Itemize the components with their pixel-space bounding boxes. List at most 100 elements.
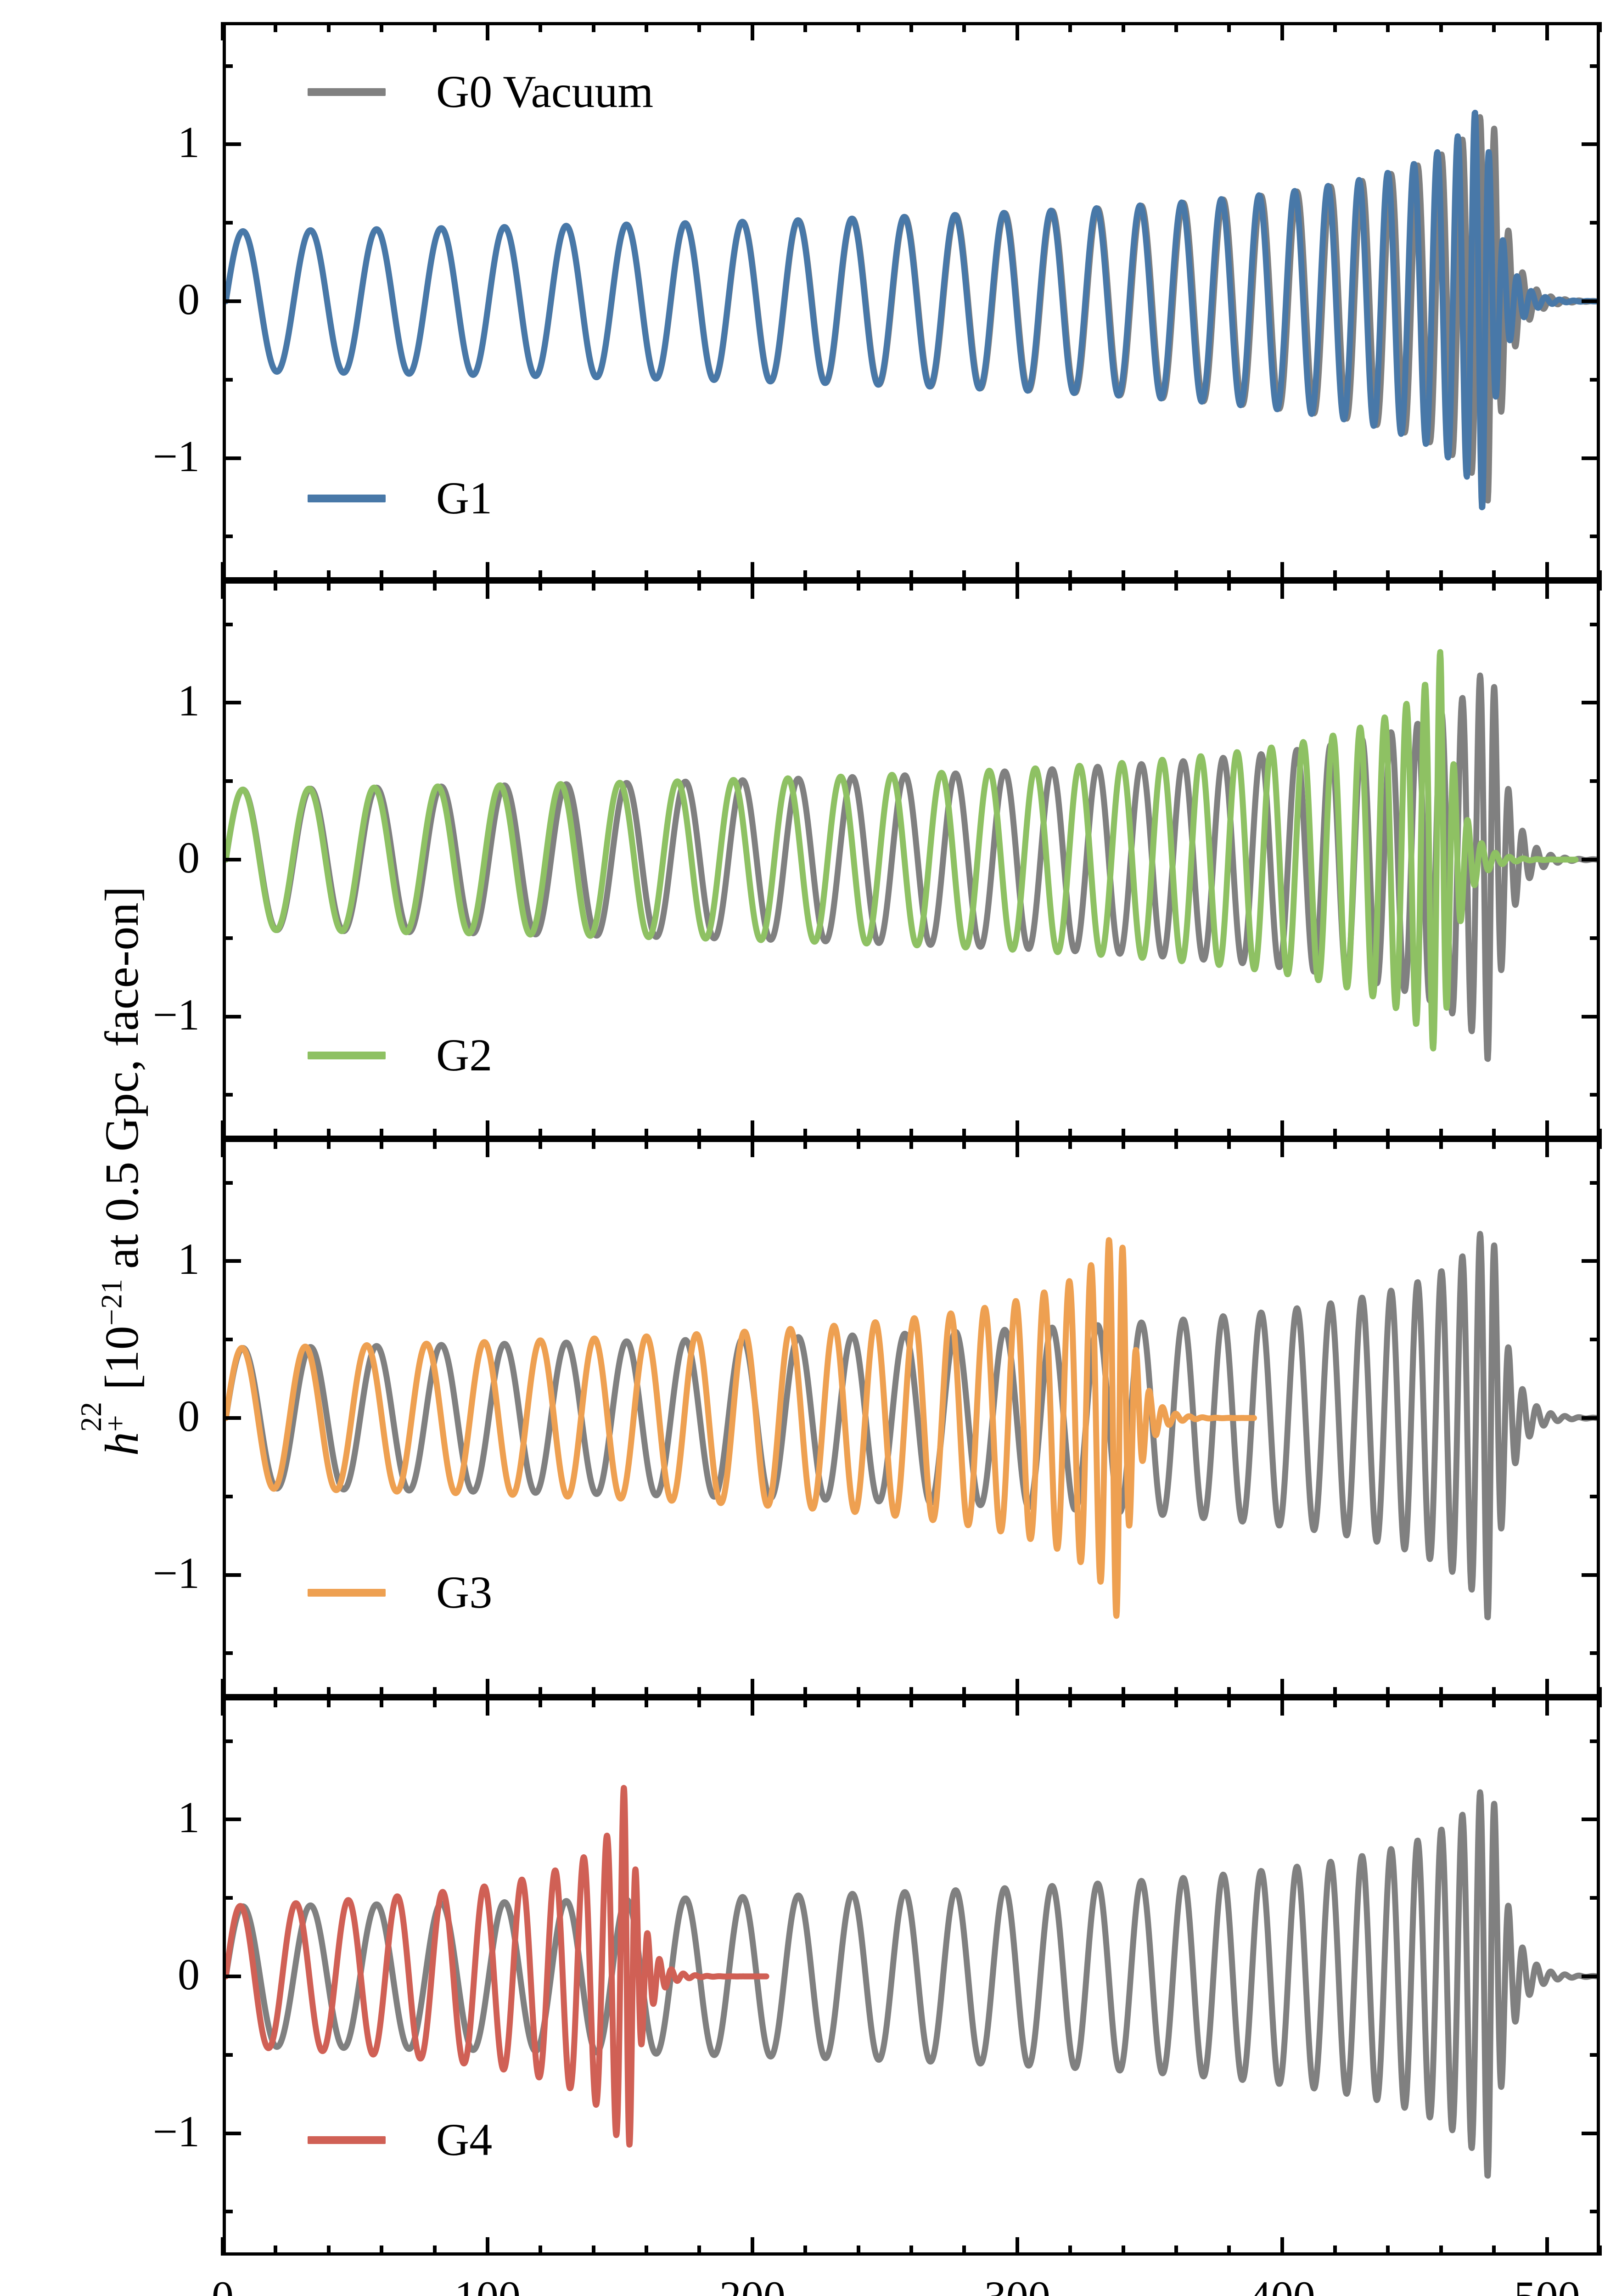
plot-panel-3 <box>223 1139 1600 1697</box>
x-minor-tick-bottom <box>856 570 860 580</box>
y-minor-tick-left <box>223 1338 233 1342</box>
y-tick-label: −1 <box>152 2106 200 2156</box>
waveform-trace-g4 <box>226 1788 766 2145</box>
x-minor-tick-top <box>1598 1139 1602 1149</box>
x-minor-tick-bottom <box>697 1687 701 1697</box>
y-minor-tick-left <box>223 535 233 539</box>
x-minor-tick-bottom <box>274 1687 278 1697</box>
legend-g0-vacuum: G0 Vacuum <box>308 69 653 115</box>
waveform-canvas-panel-3 <box>226 1142 1597 1694</box>
x-minor-tick-top <box>1386 1697 1390 1707</box>
x-minor-tick-top <box>274 580 278 591</box>
x-major-tick-bottom <box>485 1679 489 1697</box>
x-minor-tick-bottom <box>1386 570 1390 580</box>
x-minor-tick-top <box>1121 1139 1125 1149</box>
x-major-tick-top <box>1015 1697 1019 1716</box>
y-tick-label: 1 <box>178 118 200 167</box>
x-minor-tick-top <box>1386 580 1390 591</box>
x-minor-tick-bottom <box>539 1687 543 1697</box>
waveform-canvas-panel-1 <box>226 25 1597 577</box>
y-major-tick-left <box>223 299 241 303</box>
y-minor-tick-left <box>223 1651 233 1655</box>
y-minor-tick-left <box>223 936 233 940</box>
x-major-tick-top <box>1280 1139 1284 1157</box>
x-major-tick-bottom <box>1015 1120 1019 1139</box>
x-minor-tick-top <box>274 22 278 32</box>
y-minor-tick-left <box>223 1093 233 1097</box>
x-minor-tick-top <box>539 1139 543 1149</box>
x-minor-tick-bottom <box>645 2245 649 2256</box>
y-minor-tick-left <box>223 779 233 783</box>
x-minor-tick-bottom <box>697 1129 701 1139</box>
y-major-tick-left <box>223 1818 241 1822</box>
x-minor-tick-bottom <box>803 2245 808 2256</box>
x-minor-tick-bottom <box>645 1687 649 1697</box>
x-major-tick-top <box>485 580 489 599</box>
x-minor-tick-bottom <box>1227 1129 1231 1139</box>
x-minor-tick-bottom <box>1333 1687 1337 1697</box>
y-major-tick-right <box>1582 142 1600 146</box>
x-minor-tick-top <box>432 1697 437 1707</box>
x-minor-tick-bottom <box>274 570 278 580</box>
x-major-tick-top <box>1015 1139 1019 1157</box>
legend-g4: G4 <box>308 2117 492 2163</box>
x-minor-tick-bottom <box>380 570 384 580</box>
x-minor-tick-bottom <box>1227 1687 1231 1697</box>
waveform-trace-g0-vacuum <box>226 1234 1597 1617</box>
x-minor-tick-top <box>539 22 543 32</box>
y-minor-tick-left <box>223 1896 233 1900</box>
y-minor-tick-right <box>1590 2053 1600 2057</box>
x-minor-tick-top <box>697 580 701 591</box>
x-minor-tick-top <box>326 22 331 32</box>
x-minor-tick-bottom <box>856 1129 860 1139</box>
x-minor-tick-top <box>1333 1139 1337 1149</box>
x-minor-tick-bottom <box>1174 570 1178 580</box>
y-minor-tick-right <box>1590 1093 1600 1097</box>
y-tick-label: −1 <box>152 990 200 1039</box>
x-minor-tick-bottom <box>432 1129 437 1139</box>
waveform-canvas-panel-4 <box>226 1700 1597 2252</box>
x-minor-tick-top <box>856 22 860 32</box>
x-minor-tick-bottom <box>962 1687 966 1697</box>
y-minor-tick-right <box>1590 2210 1600 2214</box>
y-minor-tick-right <box>1590 535 1600 539</box>
x-major-tick-bottom <box>1545 1120 1549 1139</box>
y-minor-tick-left <box>223 1739 233 1743</box>
x-major-tick-top <box>1015 580 1019 599</box>
x-minor-tick-top <box>1333 22 1337 32</box>
x-minor-tick-bottom <box>1333 570 1337 580</box>
x-minor-tick-top <box>1598 580 1602 591</box>
y-tick-label: −1 <box>152 1548 200 1598</box>
waveform-trace-g1 <box>226 113 1597 507</box>
x-major-tick-bottom <box>1015 562 1019 580</box>
x-major-tick-bottom <box>750 1120 754 1139</box>
waveform-trace-g3 <box>226 1240 1254 1616</box>
x-tick-label: 300 <box>926 2275 1109 2296</box>
x-minor-tick-bottom <box>326 1129 331 1139</box>
x-minor-tick-top <box>803 580 808 591</box>
x-minor-tick-bottom <box>1227 2245 1231 2256</box>
x-minor-tick-bottom <box>591 2245 595 2256</box>
x-minor-tick-bottom <box>1492 570 1496 580</box>
x-minor-tick-bottom <box>1333 2245 1337 2256</box>
x-minor-tick-bottom <box>803 570 808 580</box>
x-minor-tick-bottom <box>1333 1129 1337 1139</box>
legend-g1: G1 <box>308 475 492 521</box>
x-minor-tick-bottom <box>1439 1129 1443 1139</box>
x-minor-tick-bottom <box>803 1687 808 1697</box>
y-major-tick-left <box>223 1014 241 1019</box>
x-minor-tick-bottom <box>432 570 437 580</box>
x-minor-tick-top <box>962 580 966 591</box>
x-minor-tick-bottom <box>1439 2245 1443 2256</box>
y-major-tick-right <box>1582 1014 1600 1019</box>
y-minor-tick-left <box>223 377 233 382</box>
x-minor-tick-top <box>1174 22 1178 32</box>
x-minor-tick-bottom <box>962 1129 966 1139</box>
x-minor-tick-bottom <box>1386 1687 1390 1697</box>
legend-swatch <box>308 2136 386 2144</box>
x-minor-tick-bottom <box>1598 1687 1602 1697</box>
x-major-tick-bottom <box>750 2237 754 2256</box>
x-major-tick-top <box>750 580 754 599</box>
x-minor-tick-top <box>1121 22 1125 32</box>
x-minor-tick-top <box>1439 22 1443 32</box>
